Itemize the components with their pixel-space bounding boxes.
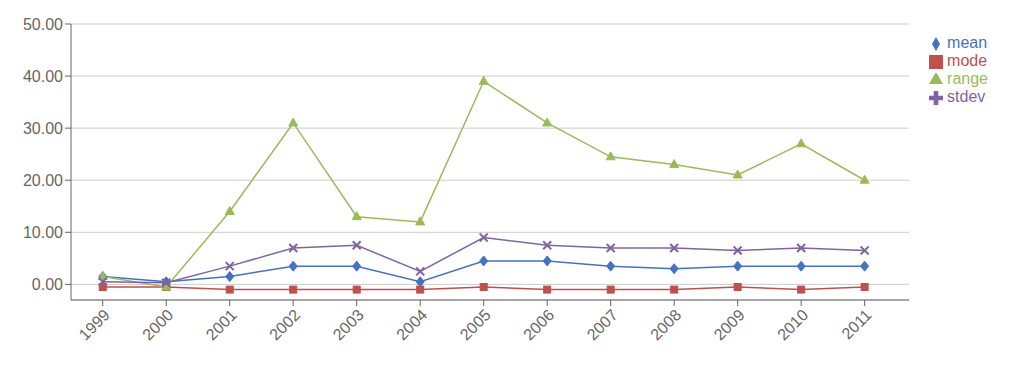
html-text:range: range <box>947 70 988 87</box>
svg-text:2007: 2007 <box>584 306 621 343</box>
svg-text:2002: 2002 <box>266 306 303 343</box>
svg-text:2010: 2010 <box>774 306 811 343</box>
svg-text:2009: 2009 <box>711 306 748 343</box>
svg-text:40.00: 40.00 <box>23 68 63 85</box>
svg-text:20.00: 20.00 <box>23 172 63 189</box>
svg-text:50.00: 50.00 <box>23 16 63 33</box>
svg-text:2008: 2008 <box>647 306 684 343</box>
svg-text:2004: 2004 <box>393 306 430 343</box>
svg-text:2011: 2011 <box>838 306 874 342</box>
html-text:stdev: stdev <box>947 88 986 105</box>
svg-text:2005: 2005 <box>457 306 494 343</box>
html-text:mean: mean <box>947 34 988 51</box>
svg-text:2003: 2003 <box>330 306 367 343</box>
html-text:mode: mode <box>947 52 988 69</box>
svg-text:10.00: 10.00 <box>23 224 63 241</box>
svg-text:30.00: 30.00 <box>23 120 63 137</box>
svg-text:2006: 2006 <box>520 306 557 343</box>
svg-text:0.00: 0.00 <box>32 276 63 293</box>
svg-text:1999: 1999 <box>76 306 113 343</box>
svg-text:2001: 2001 <box>203 306 240 343</box>
svg-text:2000: 2000 <box>139 306 176 343</box>
